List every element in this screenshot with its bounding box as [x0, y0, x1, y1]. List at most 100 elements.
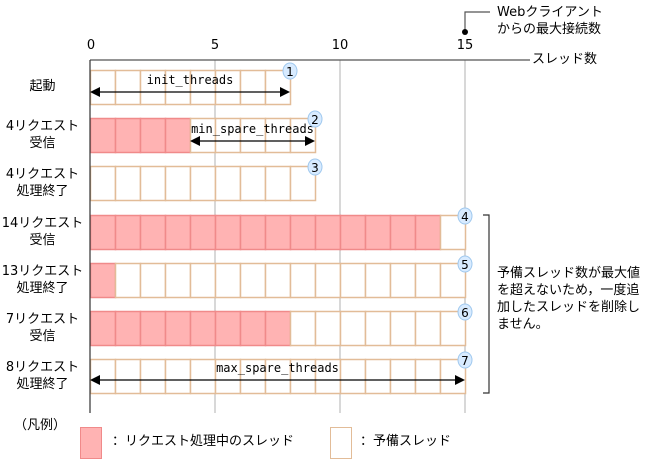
- spare-thread-cell: [414, 310, 442, 347]
- spare-thread-cell: [214, 117, 242, 154]
- busy-thread-cell: [89, 262, 117, 299]
- note-line: を超えないため，一度追: [497, 283, 640, 298]
- busy-thread-cell: [114, 214, 142, 251]
- step-badge-1: [282, 62, 298, 80]
- busy-thread-cell: [414, 214, 442, 251]
- arrow-head-right: [280, 87, 290, 97]
- busy-thread-cell: [164, 117, 192, 154]
- spare-thread-cell: [364, 310, 392, 347]
- callout-line-2: からの最大接続数: [497, 22, 602, 37]
- arrow-head-left: [190, 136, 200, 146]
- row-label: 8リクエスト 処理終了: [0, 359, 85, 393]
- step-badge-7: [457, 351, 473, 369]
- arrow-label: init_threads: [147, 73, 234, 87]
- spare-thread-cell: [189, 69, 217, 106]
- row-label-line: 受信: [29, 329, 56, 344]
- spare-thread-cell: [114, 262, 142, 299]
- spare-thread-cell: [189, 358, 217, 395]
- step-badge-3: [307, 158, 323, 176]
- spare-thread-cell: [139, 165, 167, 202]
- spare-thread-cell: [339, 262, 367, 299]
- busy-thread-cell: [314, 214, 342, 251]
- spare-thread-cell: [239, 165, 267, 202]
- row-label: 起動: [0, 78, 85, 95]
- busy-thread-cell: [364, 214, 392, 251]
- spare-thread-cell: [114, 69, 142, 106]
- spare-thread-cell: [189, 262, 217, 299]
- spare-thread-cell: [264, 69, 292, 106]
- busy-thread-cell: [239, 310, 267, 347]
- legend-title: （凡例）: [14, 418, 67, 433]
- busy-thread-cell: [189, 310, 217, 347]
- spare-thread-cell: [264, 165, 292, 202]
- spare-thread-cell: [189, 117, 217, 154]
- spare-thread-cell: [314, 262, 342, 299]
- spare-thread-cell: [164, 69, 192, 106]
- step-badge-2: [307, 110, 323, 128]
- busy-thread-cell: [139, 214, 167, 251]
- note-line: ません。: [497, 317, 549, 332]
- step-badge-number: 5: [461, 258, 469, 272]
- spare-thread-cell: [289, 310, 317, 347]
- row-label-line: 処理終了: [16, 184, 69, 199]
- spare-thread-cell: [139, 262, 167, 299]
- spare-thread-cell: [164, 358, 192, 395]
- row-label-line: 14リクエスト: [1, 216, 84, 231]
- note-line: 加したスレッドを削除し: [497, 300, 641, 315]
- callout-dot: [462, 29, 468, 35]
- note-line: 予備スレッド数が最大値: [497, 266, 641, 281]
- busy-thread-cell: [89, 117, 117, 154]
- spare-thread-cell: [239, 69, 267, 106]
- step-badge-number: 6: [461, 306, 469, 320]
- note-text: 予備スレッド数が最大値 を超えないため，一度追 加したスレッドを削除し ません。: [497, 265, 640, 333]
- busy-thread-cell: [239, 214, 267, 251]
- tick-label-10: 10: [331, 38, 349, 53]
- spare-thread-cell: [214, 165, 242, 202]
- step-badge-number: 3: [311, 161, 319, 175]
- axis-label: スレッド数: [532, 52, 598, 67]
- busy-thread-cell: [214, 310, 242, 347]
- arrow-label: min_spare_threads: [191, 122, 314, 136]
- row-label-line: 処理終了: [16, 377, 69, 392]
- spare-thread-cell: [264, 262, 292, 299]
- row-label-line: 4リクエスト: [5, 119, 80, 134]
- note-bracket: [483, 214, 490, 394]
- row-label: 4リクエスト 処理終了: [0, 166, 85, 200]
- spare-thread-cell: [139, 69, 167, 106]
- spare-thread-cell: [239, 262, 267, 299]
- busy-thread-cell: [264, 214, 292, 251]
- spare-thread-cell: [264, 117, 292, 154]
- row-label-line: 処理終了: [16, 281, 69, 296]
- arrow-head-left: [90, 87, 100, 97]
- spare-thread-cell: [414, 262, 442, 299]
- row-label-line: 8リクエスト: [5, 360, 80, 375]
- arrow-head-left: [90, 375, 100, 385]
- row-label: 4リクエスト 受信: [0, 118, 85, 152]
- spare-thread-cell: [389, 310, 417, 347]
- step-badge-number: 2: [311, 113, 319, 127]
- callout-line-1: Webクライアント: [497, 5, 603, 20]
- busy-thread-cell: [114, 310, 142, 347]
- row-label-line: 13リクエスト: [1, 264, 84, 279]
- spare-thread-cell: [314, 310, 342, 347]
- callout-leader: [464, 11, 490, 32]
- row-label: 13リクエスト 処理終了: [0, 263, 85, 297]
- spare-thread-cell: [264, 358, 292, 395]
- spare-thread-cell: [414, 358, 442, 395]
- spare-thread-cell: [89, 358, 117, 395]
- busy-thread-cell: [189, 214, 217, 251]
- max-connections-callout: Webクライアント からの最大接続数: [497, 4, 603, 38]
- legend-spare-label: ：予備スレッド: [360, 434, 452, 449]
- step-badge-4: [457, 207, 473, 225]
- busy-thread-cell: [164, 310, 192, 347]
- tick-label-5: 5: [210, 38, 220, 53]
- busy-thread-cell: [139, 117, 167, 154]
- legend-busy-swatch: [80, 427, 102, 459]
- arrow-head-right: [455, 375, 465, 385]
- row-label-line: 受信: [29, 233, 56, 248]
- step-badge-6: [457, 303, 473, 321]
- step-badge-number: 4: [461, 210, 469, 224]
- spare-thread-cell: [214, 69, 242, 106]
- step-badge-5: [457, 255, 473, 273]
- busy-thread-cell: [139, 310, 167, 347]
